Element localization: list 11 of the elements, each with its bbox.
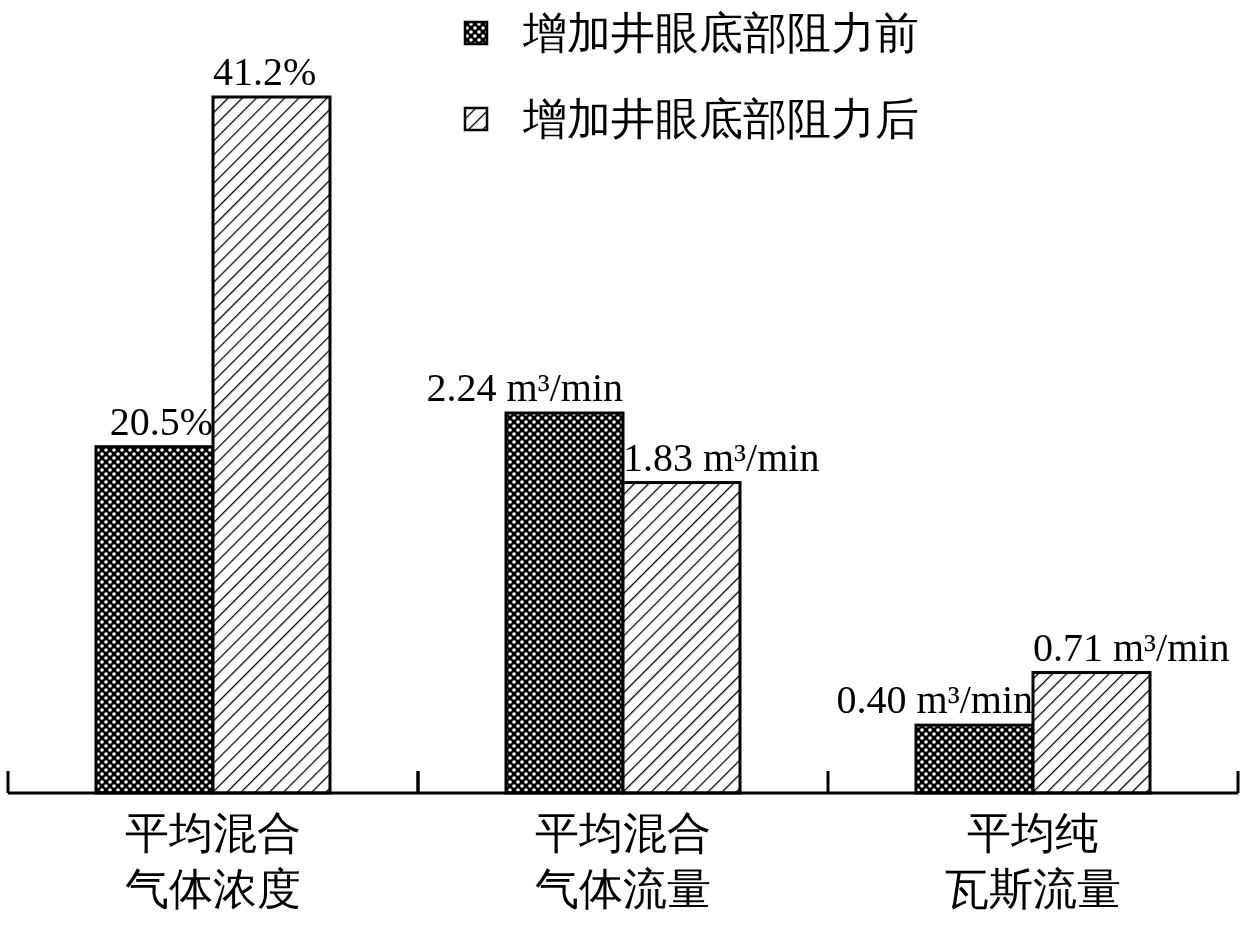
x-tick-label: 平均混合气体浓度 (125, 809, 301, 914)
data-label: 41.2% (213, 49, 317, 94)
data-label: 20.5% (109, 398, 213, 444)
legend-label: 增加井眼底部阻力后 (522, 95, 919, 144)
data-label: 1.83 m³/min (623, 434, 820, 480)
data-label: 0.71 m³/min (1033, 624, 1230, 670)
data-label: 2.24 m³/min (426, 365, 623, 410)
data-label: 0.40 m³/min (836, 677, 1033, 723)
legend-label: 增加井眼底部阻力前 (522, 9, 919, 58)
x-tick-label: 平均混合气体流量 (535, 809, 711, 914)
x-tick-label: 平均纯瓦斯流量 (945, 809, 1121, 914)
